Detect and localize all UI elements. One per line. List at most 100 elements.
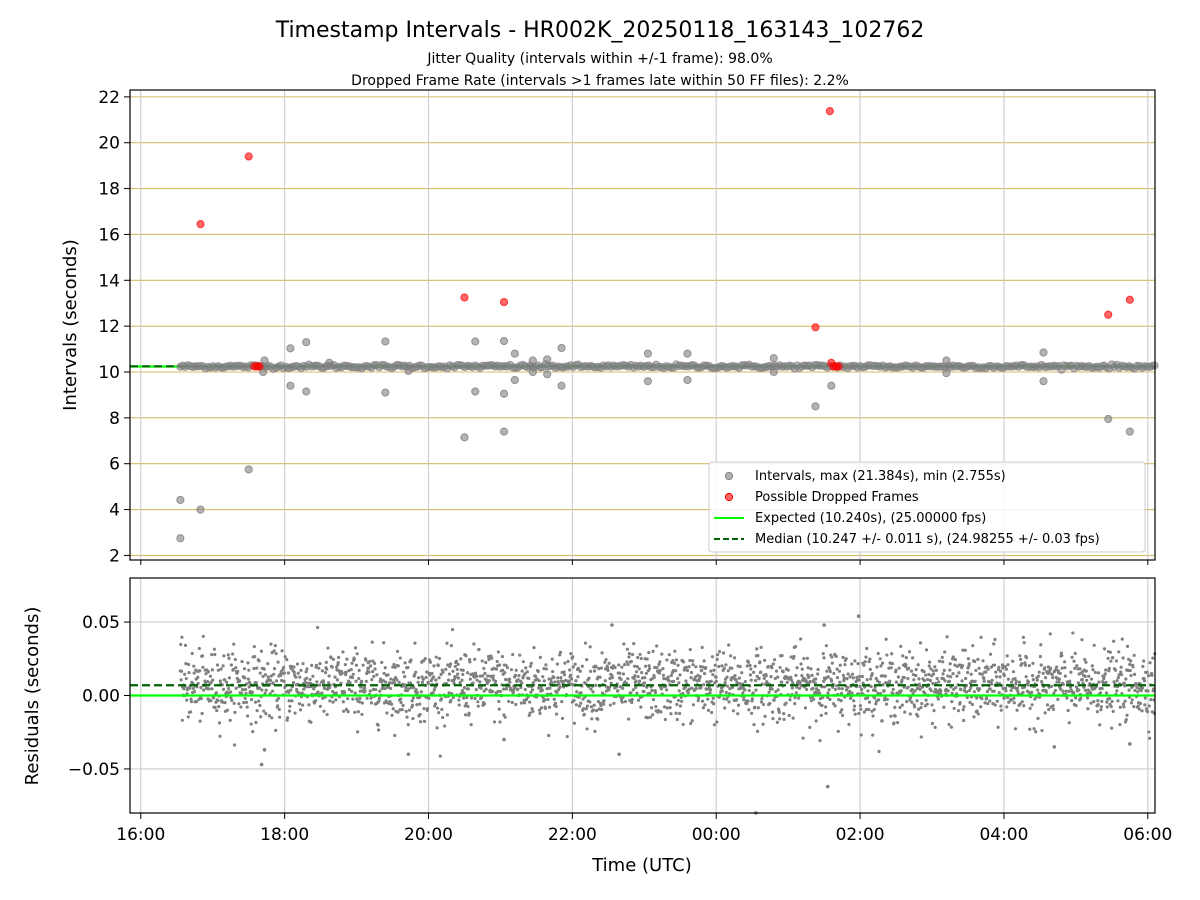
residual-point — [404, 709, 408, 713]
residual-point — [1047, 671, 1052, 675]
residual-point — [1113, 668, 1118, 672]
residual-point — [700, 668, 704, 673]
x-axis-label: Time (UTC) — [591, 855, 692, 876]
residual-point — [706, 697, 710, 701]
residual-point — [422, 659, 426, 663]
residual-point — [223, 678, 227, 682]
residual-point — [952, 706, 956, 711]
residual-point — [774, 669, 779, 673]
residual-point — [1101, 680, 1105, 685]
residual-point — [191, 686, 196, 691]
residual-point — [441, 715, 445, 720]
residual-point — [213, 652, 217, 657]
residual-point — [1027, 690, 1031, 694]
residual-point — [890, 662, 895, 666]
residual-point — [230, 652, 235, 656]
residual-point — [1087, 674, 1091, 678]
residual-point — [482, 666, 486, 671]
residual-point — [1099, 705, 1103, 709]
residual-point — [473, 671, 478, 675]
residual-point — [538, 711, 542, 715]
residual-point — [1102, 647, 1107, 651]
residual-point — [371, 669, 375, 674]
residual-point — [1005, 695, 1010, 700]
residual-point — [373, 667, 377, 671]
residual-point — [877, 680, 882, 685]
residual-point — [388, 700, 392, 704]
residual-point — [211, 678, 215, 682]
residual-point — [1065, 696, 1069, 700]
residual-point — [837, 686, 841, 691]
residual-point — [606, 666, 610, 670]
residual-point — [875, 665, 879, 669]
residual-point — [642, 681, 647, 685]
residual-point — [929, 689, 933, 693]
residual-point — [829, 679, 834, 683]
residual-point — [542, 679, 546, 683]
residual-point — [630, 697, 634, 702]
residual-point — [303, 680, 307, 685]
residual-point — [262, 748, 267, 752]
residual-point — [838, 680, 842, 684]
residual-point — [253, 700, 258, 704]
residual-point — [1068, 679, 1072, 683]
residual-point — [832, 671, 836, 676]
y-tick-label: 12 — [98, 317, 120, 337]
residual-point — [808, 679, 812, 684]
residual-point — [286, 671, 290, 675]
residual-point — [1070, 655, 1074, 659]
residual-point — [967, 662, 971, 666]
residual-point — [816, 667, 820, 672]
residual-point — [929, 667, 933, 671]
residual-point — [1031, 677, 1035, 682]
residual-point — [572, 698, 576, 703]
residual-point — [418, 702, 422, 706]
residual-point — [1086, 707, 1090, 711]
residual-point — [1106, 656, 1110, 660]
residual-point — [311, 674, 315, 678]
residual-point — [924, 673, 928, 677]
y-tick-label: 10 — [98, 363, 120, 383]
residual-point — [276, 704, 280, 708]
residual-point — [441, 670, 445, 674]
residual-point — [825, 784, 830, 789]
residual-point — [865, 646, 869, 651]
residual-point — [1077, 688, 1081, 692]
residual-point — [729, 654, 733, 658]
residual-point — [951, 672, 955, 676]
residual-point — [204, 672, 208, 676]
residual-point — [1111, 656, 1115, 660]
residual-point — [486, 654, 491, 659]
residual-point — [1109, 659, 1113, 663]
residual-point — [504, 663, 508, 667]
residual-point — [788, 698, 792, 702]
residual-point — [689, 670, 694, 675]
x-tick-label: 06:00 — [1123, 825, 1172, 845]
residual-point — [714, 675, 718, 679]
residual-point — [878, 691, 883, 696]
residual-point — [661, 667, 665, 671]
residual-point — [292, 665, 296, 669]
dropped-frame-point — [1125, 295, 1134, 304]
residual-point — [1108, 650, 1113, 654]
residual-point — [778, 665, 782, 670]
residual-point — [639, 705, 643, 709]
residual-point — [210, 668, 214, 672]
residual-point — [497, 699, 501, 704]
residual-point — [759, 700, 764, 704]
residual-point — [462, 691, 466, 695]
residual-point — [225, 680, 229, 684]
residual-point — [720, 664, 724, 668]
residual-point — [372, 661, 377, 666]
residual-point — [949, 725, 954, 729]
residual-point — [911, 691, 915, 695]
residual-point — [676, 676, 680, 681]
residual-point — [790, 686, 794, 690]
residual-point — [745, 664, 749, 668]
residual-point — [357, 700, 362, 704]
residual-point — [377, 696, 381, 700]
residual-point — [346, 710, 350, 714]
residual-point — [978, 672, 982, 676]
residual-point — [358, 689, 362, 693]
